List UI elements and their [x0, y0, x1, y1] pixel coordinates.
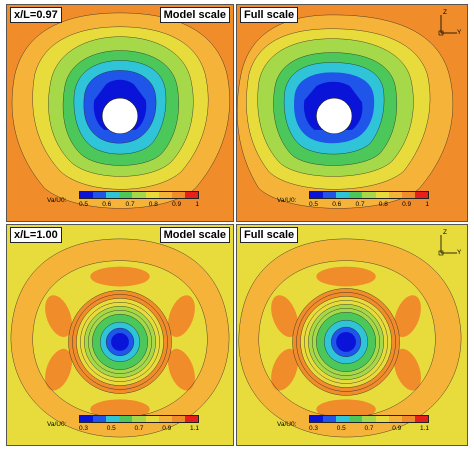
- contour-plot: [237, 5, 467, 221]
- colorbar-tick: 0.3: [79, 425, 89, 432]
- colorbar-tick: 1.1: [189, 425, 199, 432]
- colorbar-tick: 0.5: [309, 201, 319, 208]
- colorbar-ticks: 0.5 0.6 0.7 0.8 0.9 1: [79, 201, 199, 208]
- colorbar-strip: [79, 191, 199, 199]
- contour-panel-top-left: x/L=0.97 Model scale Va/U0: 0.5 0.6 0.7 …: [6, 4, 234, 222]
- axes-indicator: Z Y: [433, 229, 463, 259]
- colorbar-strip: [309, 415, 429, 423]
- colorbar-tick: 0.5: [336, 425, 346, 432]
- contour-panel-top-right: Full scale Z Y Va/U0: 0.5 0.6 0.7 0.8 0.…: [236, 4, 468, 222]
- colorbar-tick: 0.8: [148, 201, 158, 208]
- colorbar-tick: 0.9: [172, 201, 182, 208]
- colorbar-title: Va/U0:: [277, 197, 297, 204]
- axes-icon: [438, 235, 457, 256]
- colorbar-tick: 0.9: [162, 425, 172, 432]
- axis-z-label: Z: [443, 9, 447, 16]
- axis-y-label: Y: [457, 249, 462, 256]
- contour-plot: [237, 225, 467, 445]
- colorbar-tick: 0.6: [332, 201, 342, 208]
- colorbar: Va/U0: 0.3 0.5 0.7 0.9 1.1: [277, 415, 429, 439]
- colorbar-tick: 0.7: [134, 425, 144, 432]
- panel-title: x/L=0.97: [10, 7, 62, 23]
- panel-title: x/L=1.00: [10, 227, 62, 243]
- colorbar-title: Va/U0:: [47, 197, 67, 204]
- colorbar-tick: 0.7: [125, 201, 135, 208]
- colorbar-tick: 1: [425, 201, 429, 208]
- contour-panel-bottom-right: Full scale Z Y Va/U0: 0.3 0.5 0.7 0.9 1.…: [236, 224, 468, 446]
- colorbar-tick: 0.5: [79, 201, 89, 208]
- colorbar-tick: 1.1: [419, 425, 429, 432]
- axes-icon: [438, 15, 457, 36]
- colorbar: Va/U0: 0.3 0.5 0.7 0.9 1.1: [47, 415, 199, 439]
- colorbar-tick: 0.6: [102, 201, 112, 208]
- colorbar-strip: [79, 415, 199, 423]
- colorbar-tick: 0.9: [402, 201, 412, 208]
- colorbar-title: Va/U0:: [47, 421, 67, 428]
- colorbar-tick: 0.5: [106, 425, 116, 432]
- panel-title: Full scale: [240, 227, 299, 243]
- colorbar-ticks: 0.5 0.6 0.7 0.8 0.9 1: [309, 201, 429, 208]
- model-scale-label: Model scale: [159, 227, 230, 243]
- axis-z-label: Z: [443, 229, 447, 236]
- colorbar: Va/U0: 0.5 0.6 0.7 0.8 0.9 1: [277, 191, 429, 215]
- colorbar: Va/U0: 0.5 0.6 0.7 0.8 0.9 1: [47, 191, 199, 215]
- bottom-margin: [0, 449, 474, 460]
- colorbar-tick: 0.9: [392, 425, 402, 432]
- contour-panel-bottom-left: x/L=1.00 Model scale Va/U0: 0.3 0.5 0.7 …: [6, 224, 234, 446]
- colorbar-tick: 0.7: [364, 425, 374, 432]
- colorbar-ticks: 0.3 0.5 0.7 0.9 1.1: [79, 425, 199, 432]
- panel-title: Full scale: [240, 7, 299, 23]
- contour-plot: [7, 5, 233, 221]
- colorbar-ticks: 0.3 0.5 0.7 0.9 1.1: [309, 425, 429, 432]
- axes-indicator: Z Y: [433, 9, 463, 39]
- contour-plot: [7, 225, 233, 445]
- colorbar-title: Va/U0:: [277, 421, 297, 428]
- colorbar-tick: 0.7: [355, 201, 365, 208]
- axis-y-label: Y: [457, 29, 462, 36]
- colorbar-tick: 0.8: [378, 201, 388, 208]
- colorbar-tick: 0.3: [309, 425, 319, 432]
- colorbar-strip: [309, 191, 429, 199]
- model-scale-label: Model scale: [159, 7, 230, 23]
- colorbar-tick: 1: [195, 201, 199, 208]
